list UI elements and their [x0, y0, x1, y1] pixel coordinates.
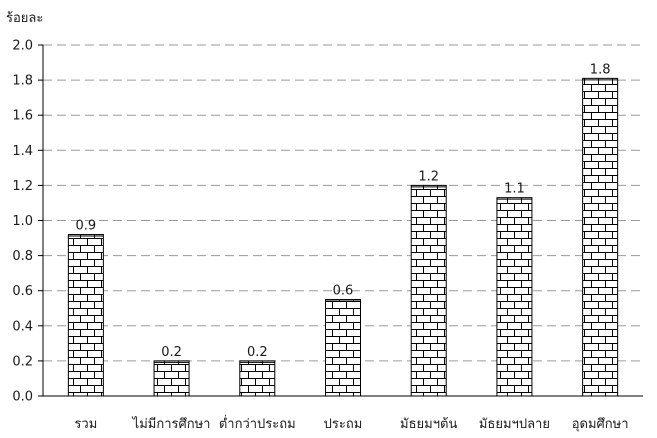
data-labels: 0.9 0.2 0.2 0.6 1.2 1.1 1.8: [76, 62, 611, 360]
data-label: 1.2: [418, 169, 439, 184]
y-tick-label: 1.6: [12, 109, 33, 124]
y-tick-label: 0.0: [12, 390, 33, 405]
bars: [67, 77, 619, 397]
y-tick-label: 0.2: [12, 354, 33, 369]
bar: [325, 298, 361, 397]
y-tick-label: 0.8: [12, 249, 33, 264]
y-tick-labels: 0.0 0.2 0.4 0.6 0.8 1.0 1.2 1.4 1.6 1.8 2.0: [12, 39, 33, 405]
y-tick-label: 1.0: [12, 214, 33, 229]
category-labels: รวม ไม่มีการศึกษา ต่ำกว่าประถม ประถม มัธยมฯต…: [74, 415, 628, 432]
bar: [239, 360, 276, 397]
bar: [153, 360, 190, 397]
y-tick-label: 0.6: [12, 284, 33, 299]
y-tick-label: 0.4: [12, 319, 33, 334]
category-label: มัธยมฯต้น: [400, 417, 457, 432]
y-axis-title: ร้อยละ: [6, 11, 43, 26]
category-label: อุดมศึกษา: [572, 417, 629, 432]
category-label: มัธยมฯปลาย: [479, 417, 550, 432]
bar: [67, 234, 104, 397]
y-tick-label: 2.0: [12, 39, 33, 54]
bar: [410, 184, 447, 397]
category-label: ไม่มีการศึกษา: [132, 416, 211, 432]
data-label: 0.2: [161, 345, 182, 360]
gridlines: [38, 44, 643, 397]
bar: [496, 197, 533, 397]
data-label: 0.9: [76, 219, 97, 234]
data-label: 1.1: [504, 182, 525, 197]
data-label: 0.6: [333, 283, 354, 298]
category-label: รวม: [74, 417, 97, 432]
category-label: ต่ำกว่าประถม: [219, 415, 296, 432]
data-label: 1.8: [590, 62, 611, 77]
y-tick-label: 1.4: [12, 144, 33, 159]
data-label: 0.2: [247, 345, 268, 360]
category-label: ประถม: [324, 417, 363, 432]
bar: [582, 77, 619, 397]
y-tick-label: 1.8: [12, 74, 33, 89]
y-tick-label: 1.2: [12, 179, 33, 194]
